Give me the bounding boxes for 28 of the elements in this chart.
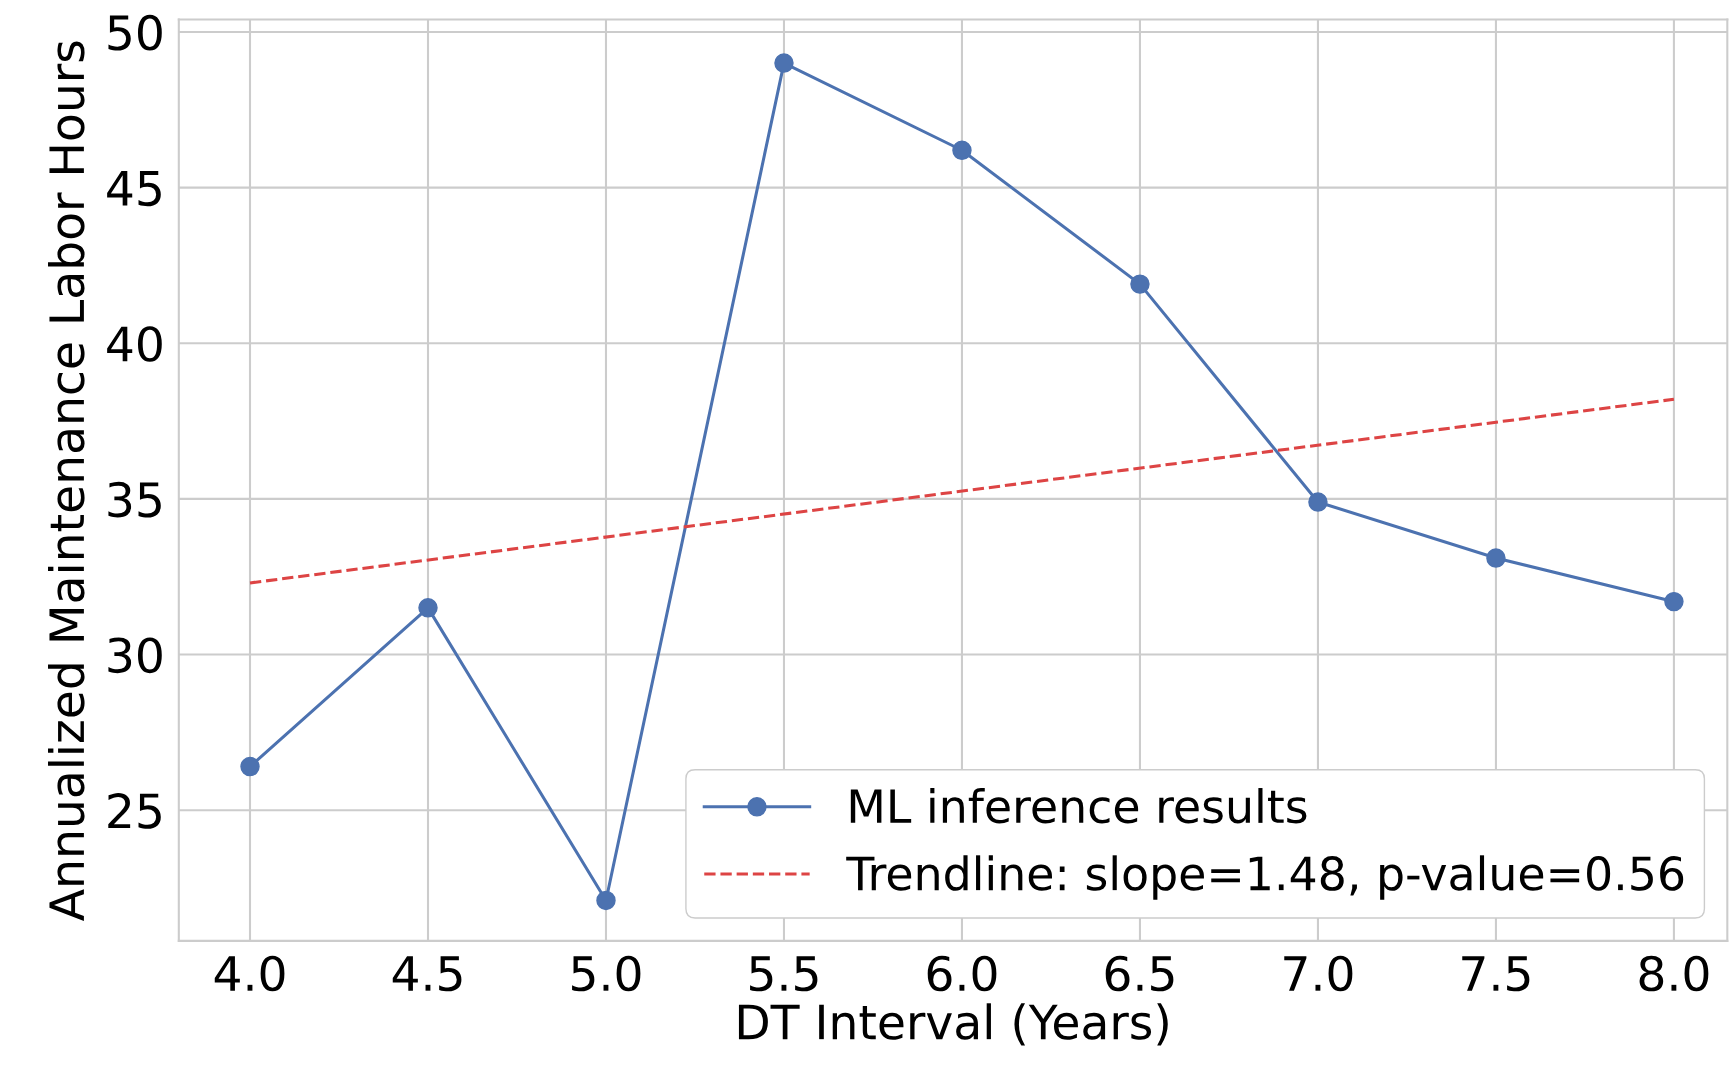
x-tick-label: 4.0	[214, 955, 285, 992]
point	[952, 140, 972, 160]
x-tick-label: 8.0	[1639, 955, 1709, 992]
x-axis-title: DT Interval (Years)	[738, 1003, 1168, 1046]
point	[1486, 548, 1506, 568]
point	[1308, 492, 1328, 512]
point	[596, 890, 616, 911]
point	[774, 53, 794, 73]
legend-label: Trendline: slope=1.48, p-value=0.56	[846, 855, 1684, 900]
x-tick-label: 5.0	[572, 955, 641, 992]
legend-label: ML inference results	[850, 788, 1307, 824]
x-tick-label: 5.5	[750, 956, 818, 992]
x-tick-label: 7.0	[1284, 955, 1353, 992]
y-tick-label: 45	[107, 171, 161, 207]
point	[240, 756, 260, 777]
y-tick-label: 35	[108, 481, 161, 518]
y-tick-label: 30	[108, 637, 162, 674]
x-tick-label: 6.0	[927, 955, 997, 992]
y-tick-label: 50	[108, 14, 162, 51]
y-tick-label: 25	[108, 793, 161, 829]
x-tick-label: 6.5	[1105, 955, 1174, 992]
point	[1130, 274, 1150, 294]
y-tick-label: 40	[107, 326, 162, 362]
y-axis-title: Annualized Maintenance Labor Hours	[48, 41, 85, 921]
x-tick-label: 4.5	[392, 956, 462, 992]
point	[1664, 591, 1684, 612]
x-tick-label: 7.5	[1462, 956, 1530, 992]
point	[418, 598, 438, 618]
